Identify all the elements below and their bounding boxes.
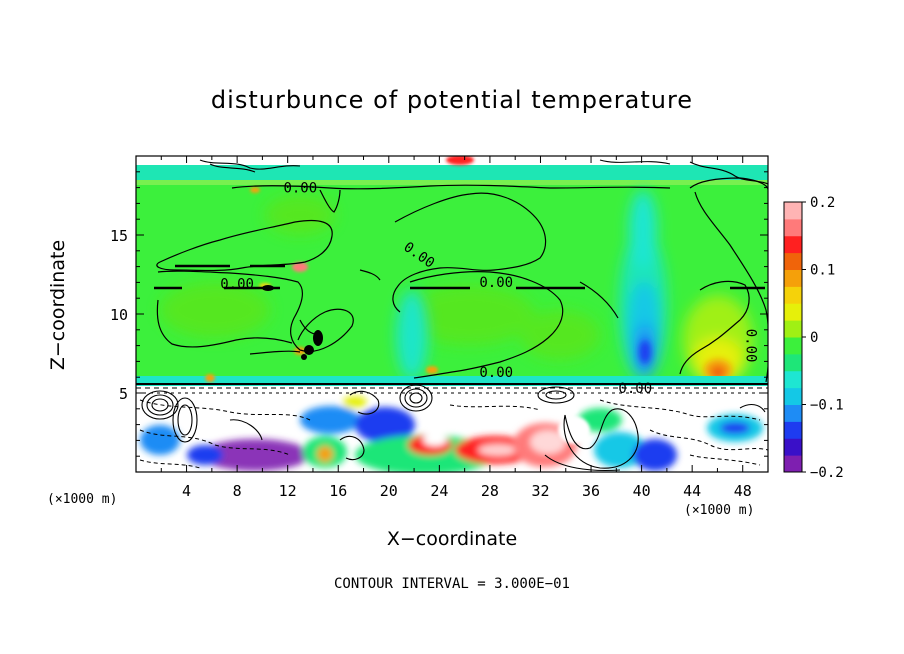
x-tick-label: 36 bbox=[582, 482, 600, 500]
x-tick-label: 8 bbox=[233, 482, 242, 500]
colorbar-swatch bbox=[784, 337, 802, 355]
colorbar-tick-label: 0.1 bbox=[810, 263, 835, 279]
contour-label: 0.00 bbox=[220, 277, 254, 293]
colorbar-swatch bbox=[784, 202, 802, 220]
x-tick-label: 44 bbox=[683, 482, 701, 500]
field-interface-band bbox=[136, 376, 768, 386]
x-tick-label: 48 bbox=[734, 482, 752, 500]
x-unit-left: (×1000 m) bbox=[47, 492, 118, 507]
y-tick-label: 5 bbox=[119, 385, 128, 403]
colorbar: 0.2 0.1 0 −0.1 −0.2 bbox=[783, 195, 844, 481]
contour-label: 0.00 bbox=[743, 329, 759, 363]
contour-label: 0.00 bbox=[479, 365, 513, 381]
colorbar-swatch bbox=[784, 353, 802, 372]
field-top-band bbox=[136, 164, 768, 183]
x-tick-label: 4 bbox=[182, 482, 191, 500]
x-tick-label: 40 bbox=[633, 482, 651, 500]
colorbar-swatch bbox=[784, 235, 802, 254]
chart-title: disturbunce of potential temperature bbox=[210, 86, 694, 114]
x-tick-label: 32 bbox=[531, 482, 549, 500]
colorbar-swatch bbox=[784, 455, 802, 473]
colorbar-swatch bbox=[784, 404, 802, 422]
contour-label: 0.00 bbox=[283, 180, 317, 196]
colorbar-swatch bbox=[784, 421, 802, 439]
y-tick-label: 15 bbox=[110, 227, 128, 245]
x-tick-label: 28 bbox=[481, 482, 499, 500]
y-axis: 5 10 15 bbox=[110, 171, 768, 457]
colorbar-swatch bbox=[784, 269, 802, 287]
contour-lines bbox=[156, 177, 768, 383]
colorbar-swatch bbox=[784, 252, 802, 270]
field-upper-green bbox=[136, 156, 768, 388]
colorbar-tick-label: −0.2 bbox=[810, 465, 844, 481]
contour-interval-note: CONTOUR INTERVAL = 3.000E−01 bbox=[333, 576, 570, 592]
contour-label: 0.00 bbox=[479, 275, 513, 291]
colorbar-tick-label: 0.2 bbox=[810, 195, 835, 211]
colorbar-tick-label: −0.1 bbox=[810, 398, 844, 414]
y-axis-label: Z−coordinate bbox=[47, 239, 69, 371]
x-tick-label: 24 bbox=[430, 482, 448, 500]
x-tick-label: 12 bbox=[279, 482, 297, 500]
x-axis-label: X−coordinate bbox=[386, 528, 518, 550]
x-tick-label: 16 bbox=[329, 482, 347, 500]
colorbar-swatch bbox=[784, 320, 802, 338]
colorbar-swatch bbox=[784, 438, 802, 456]
colorbar-swatch bbox=[784, 218, 802, 237]
colorbar-swatch bbox=[784, 387, 802, 405]
plot-field bbox=[136, 156, 768, 472]
contour-label: 0.00 bbox=[618, 381, 652, 397]
colorbar-swatch bbox=[784, 286, 802, 304]
colorbar-swatch bbox=[784, 303, 802, 321]
x-unit-right: (×1000 m) bbox=[684, 503, 755, 518]
x-axis: 4 8 12 16 20 24 28 32 36 40 44 48 bbox=[160, 156, 752, 500]
colorbar-swatch bbox=[784, 370, 802, 389]
y-tick-label: 10 bbox=[110, 306, 128, 324]
x-tick-label: 20 bbox=[380, 482, 398, 500]
field-top-light bbox=[136, 180, 768, 185]
colorbar-tick-label: 0 bbox=[810, 330, 818, 346]
